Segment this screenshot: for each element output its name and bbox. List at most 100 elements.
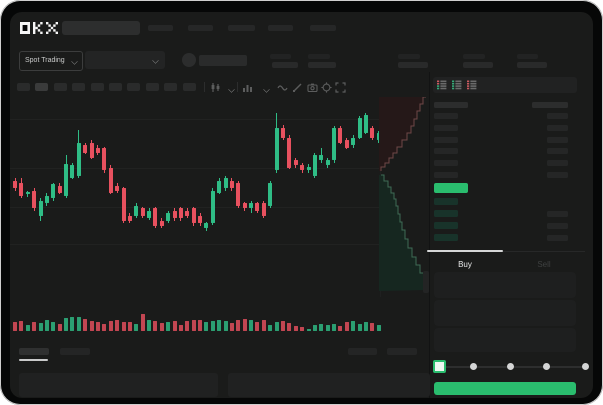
panel-collapse-handle[interactable] (423, 271, 429, 293)
ask-amount-bar (547, 136, 568, 143)
nav-item-1[interactable] (148, 25, 173, 31)
tab-buy-label: Buy (458, 260, 472, 269)
volume-bar (281, 321, 285, 331)
ask-amount-bar (547, 148, 568, 155)
timeframe-button-7[interactable] (127, 83, 141, 91)
orderbook-last-price[interactable] (434, 183, 468, 193)
timeframe-button-3[interactable] (53, 83, 67, 91)
ask-amount-bar (547, 172, 568, 178)
total-input[interactable] (434, 328, 576, 352)
camera-icon[interactable] (307, 82, 318, 93)
slider-stop-75[interactable] (543, 363, 550, 370)
volume-bar (166, 322, 171, 331)
chart-type-icon[interactable] (210, 82, 221, 93)
candle-body (44, 195, 49, 204)
nav-item-2[interactable] (188, 25, 213, 31)
volume-bar (172, 321, 177, 331)
slider-stop-50[interactable] (507, 363, 514, 370)
timeframe-button-10[interactable] (182, 83, 196, 91)
volume-bar (140, 313, 145, 331)
candle-body (287, 137, 292, 168)
buy-submit-button[interactable] (434, 382, 576, 395)
panel-divider (429, 72, 430, 398)
orderbook-header-price (434, 102, 468, 108)
timeframe-button-9[interactable] (164, 83, 178, 91)
draw-tool-icon[interactable] (292, 82, 303, 93)
stat-label-2 (308, 54, 330, 59)
timeframe-button-6[interactable] (109, 83, 122, 91)
pair-selector-dropdown[interactable] (85, 51, 165, 69)
bid-price-bar (434, 210, 458, 217)
footer-tab-1[interactable] (19, 348, 49, 355)
depth-chart[interactable] (379, 97, 427, 291)
candle-body (325, 160, 330, 166)
candle-body (312, 155, 317, 176)
last-price-placeholder (199, 55, 247, 66)
settings-icon[interactable] (321, 82, 332, 93)
nav-item-5[interactable] (310, 25, 336, 31)
volume-bar (293, 326, 298, 331)
candle-body (357, 117, 362, 138)
book-asks-icon[interactable] (467, 80, 478, 91)
nav-item-4[interactable] (268, 25, 293, 31)
indicator-icon[interactable] (242, 82, 253, 93)
market-type-dropdown[interactable]: Spot Trading (19, 51, 83, 71)
fullscreen-icon[interactable] (335, 82, 346, 93)
price-input[interactable] (434, 272, 576, 298)
volume-bar (287, 323, 292, 331)
coin-icon (182, 53, 196, 67)
candle-body (268, 183, 273, 206)
okx-logo[interactable] (20, 22, 58, 34)
slider-stop-100[interactable] (582, 363, 589, 370)
volume-bar (70, 316, 75, 331)
stat-label-5 (517, 54, 538, 59)
candle-body (19, 183, 24, 196)
volume-bar (198, 319, 202, 331)
volume-bar (204, 322, 209, 331)
timeframe-button-1[interactable] (17, 83, 30, 91)
volume-bar (147, 319, 151, 331)
candle-body (153, 208, 158, 226)
chart-gridline (10, 168, 380, 169)
timeframe-button-4[interactable] (72, 83, 86, 91)
book-both-icon[interactable] (437, 80, 448, 91)
timeframe-button-8[interactable] (145, 83, 159, 91)
amount-slider-handle[interactable] (433, 360, 446, 373)
tab-sell[interactable]: Sell (503, 254, 585, 270)
volume-bar (178, 324, 183, 331)
candle-body (255, 203, 260, 211)
ask-amount-bar (547, 160, 568, 167)
volume-bar (127, 322, 132, 331)
slider-stop-25[interactable] (470, 363, 477, 370)
bid-price-bar (434, 234, 458, 241)
candle-body (293, 160, 298, 166)
candle-body (217, 180, 222, 194)
candle-body (159, 220, 164, 226)
book-bids-icon[interactable] (452, 80, 463, 91)
candle-body (274, 127, 279, 171)
line-style-icon[interactable] (277, 82, 288, 93)
candle-body (51, 184, 56, 199)
footer-tab-2[interactable] (60, 348, 90, 355)
candle-body (376, 132, 381, 141)
timeframe-button-2[interactable] (35, 83, 49, 91)
tab-buy[interactable]: Buy (427, 254, 503, 270)
amount-input[interactable] (434, 300, 576, 326)
footer-control-1[interactable] (348, 348, 377, 355)
volume-bar (344, 322, 349, 331)
nav-item-3[interactable] (228, 25, 255, 31)
volume-bar (38, 323, 43, 331)
candle-body (204, 223, 209, 229)
timeframe-button-5[interactable] (90, 83, 104, 91)
candle-body (166, 213, 171, 221)
volume-bar (51, 322, 56, 331)
search-input[interactable] (62, 21, 140, 35)
candle-body (121, 188, 126, 221)
candle-body (38, 200, 43, 216)
candle-body (351, 137, 356, 146)
volume-bar (229, 323, 234, 331)
app-surface: Spot Trading (10, 12, 593, 398)
footer-control-2[interactable] (387, 348, 417, 355)
